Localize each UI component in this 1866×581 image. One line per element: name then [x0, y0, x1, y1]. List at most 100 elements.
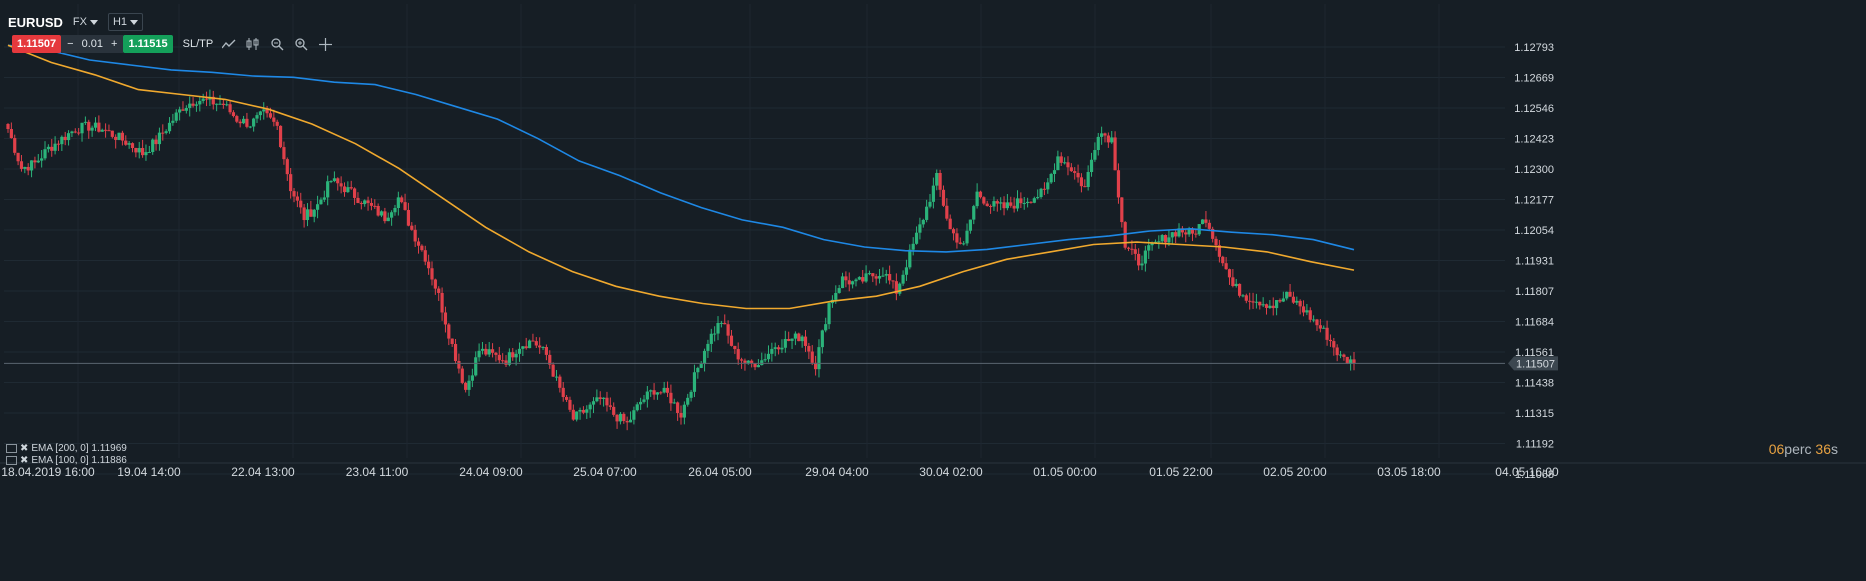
candle-body: [783, 338, 787, 348]
candle-body: [1224, 263, 1228, 270]
lot-value[interactable]: 0.01: [81, 38, 104, 50]
lot-stepper[interactable]: − 0.01 +: [61, 35, 124, 53]
candle-body: [618, 413, 623, 422]
candle-body: [938, 172, 942, 190]
candle-body: [1244, 295, 1248, 301]
candle-body: [292, 191, 296, 197]
candle-body: [951, 229, 956, 234]
lot-decrease-button[interactable]: −: [67, 38, 74, 50]
line-chart-icon[interactable]: [221, 36, 237, 52]
candle-body: [157, 132, 162, 145]
candle-body: [420, 245, 424, 251]
candle-body: [154, 139, 158, 145]
candle-body: [1184, 232, 1188, 235]
candle-body: [60, 136, 64, 145]
candle-body: [501, 360, 505, 362]
candle-body: [1069, 167, 1073, 172]
symbol-label[interactable]: EURUSD: [8, 14, 63, 30]
candle-body: [551, 364, 555, 377]
candle-body: [16, 152, 20, 162]
candle-body: [1345, 356, 1349, 364]
candle-body: [622, 413, 626, 422]
candle-body: [524, 346, 528, 349]
timeframe-label: H1: [112, 16, 128, 28]
x-tick-label: 25.04 07:00: [573, 465, 637, 479]
candle-body: [1288, 291, 1292, 297]
candle-body: [427, 261, 431, 269]
candle-body: [564, 397, 569, 400]
candle-body: [167, 122, 172, 132]
candle-body: [800, 336, 804, 342]
candle-body: [278, 125, 283, 148]
market-dropdown[interactable]: FX: [69, 14, 102, 30]
legend-ema100[interactable]: ✖ EMA [100, 0] 1.11886: [6, 455, 127, 466]
timeframe-dropdown[interactable]: H1: [107, 13, 144, 31]
candle-body: [396, 197, 400, 208]
candle-body: [1079, 177, 1084, 187]
buy-button[interactable]: 1.11515: [123, 35, 173, 53]
candle-body: [379, 211, 384, 216]
candle-body: [1214, 238, 1218, 246]
close-icon[interactable]: ✖: [20, 443, 29, 454]
candle-body: [1147, 245, 1151, 251]
candle-body: [985, 203, 989, 207]
candle-body: [756, 365, 760, 368]
close-icon[interactable]: ✖: [20, 455, 29, 466]
candle-body: [268, 113, 273, 118]
y-tick-label: 1.12423: [1514, 134, 1554, 146]
candle-body: [642, 399, 646, 402]
candle-body: [837, 288, 841, 293]
zoom-in-icon[interactable]: [293, 36, 309, 52]
candlestick-settings-icon[interactable]: [245, 36, 261, 52]
candle-body: [490, 349, 495, 353]
sltp-button[interactable]: SL/TP: [182, 38, 214, 50]
candle-body: [1342, 354, 1346, 357]
candle-body: [383, 211, 387, 222]
toggle-visibility-icon[interactable]: [6, 444, 17, 453]
candle-body: [1059, 156, 1063, 163]
candle-body: [191, 103, 195, 106]
candle-body: [1076, 172, 1080, 178]
candle-body: [676, 402, 680, 413]
sell-button[interactable]: 1.11507: [12, 35, 62, 53]
candle-body: [581, 409, 586, 413]
candle-body: [46, 146, 50, 150]
candle-body: [766, 353, 771, 360]
legend-ema200[interactable]: ✖ EMA [200, 0] 1.11969: [6, 443, 127, 454]
candle-body: [945, 205, 949, 219]
candle-body: [147, 152, 151, 154]
candle-body: [978, 191, 983, 198]
candle-body: [1204, 219, 1208, 223]
ema100-line: [7, 44, 1355, 310]
crosshair-icon[interactable]: [317, 36, 333, 52]
candle-body: [507, 352, 511, 365]
zoom-out-icon[interactable]: [269, 36, 285, 52]
candle-body: [265, 109, 269, 114]
candle-body: [591, 401, 596, 405]
candle-body: [26, 166, 30, 171]
candle-body: [467, 380, 471, 390]
candle-body: [171, 120, 175, 123]
lot-increase-button[interactable]: +: [111, 38, 118, 50]
candle-body: [198, 100, 202, 105]
candle-body: [470, 375, 474, 381]
y-tick-label: 1.11931: [1515, 256, 1554, 268]
candle-body: [235, 116, 239, 122]
candle-body: [63, 136, 67, 141]
candle-body: [1143, 250, 1147, 264]
candle-body: [844, 276, 848, 281]
toggle-visibility-icon[interactable]: [6, 456, 17, 465]
candle-body: [83, 121, 87, 123]
candle-body: [689, 391, 693, 398]
candle-body: [901, 274, 905, 284]
chart-header: EURUSD FX H1: [8, 12, 144, 32]
candle-body: [373, 205, 377, 207]
candle-body: [77, 132, 81, 134]
x-tick-label: 26.04 05:00: [688, 465, 752, 479]
candle-body: [252, 118, 256, 127]
y-tick-label: 1.12177: [1514, 195, 1554, 207]
candle-body: [928, 201, 932, 207]
candle-body: [665, 387, 670, 393]
